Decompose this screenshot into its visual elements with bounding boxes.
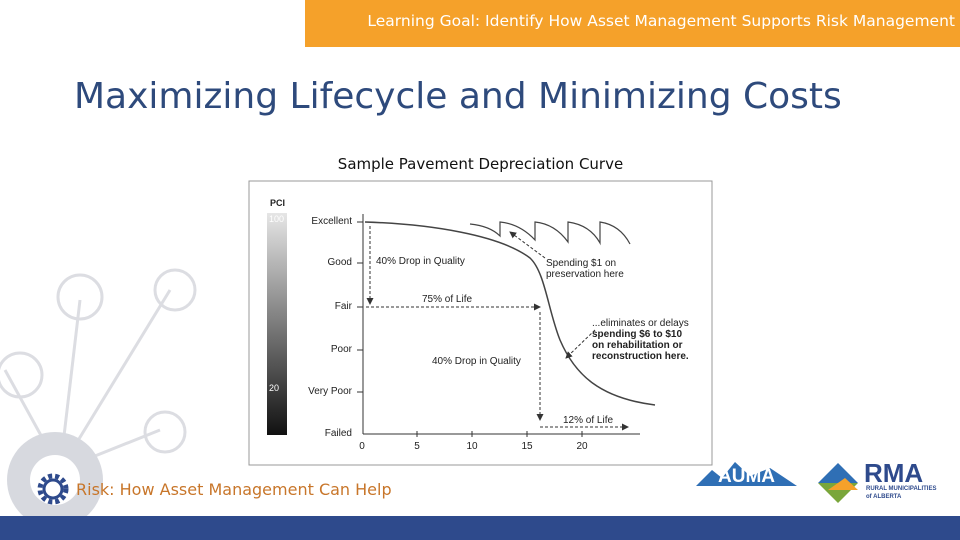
- annotation: 12% of Life: [563, 415, 614, 426]
- x-tick-label: 5: [414, 441, 420, 452]
- rma-logo-mark: [818, 463, 858, 503]
- auma-mountains: [696, 462, 797, 486]
- figure-caption: Sample Pavement Depreciation Curve: [337, 155, 624, 173]
- figure-frame: [248, 180, 713, 466]
- condition-level: Fair: [334, 301, 352, 312]
- annotation: 40% Drop in Quality: [432, 356, 521, 367]
- condition-level: Good: [327, 257, 352, 268]
- section-title: Risk: How Asset Management Can Help: [76, 480, 392, 499]
- banner-bg: [305, 0, 960, 47]
- pci-bar: [267, 213, 287, 435]
- annotation: preservation here: [546, 269, 624, 280]
- pci-scale-label: 20: [269, 383, 280, 393]
- banner-text: Learning Goal: Identify How Asset Manage…: [367, 12, 955, 30]
- condition-level: Poor: [330, 344, 352, 355]
- x-tick-label: 10: [466, 441, 478, 452]
- annotation: ...eliminates or delays: [592, 318, 689, 329]
- annotation: on rehabilitation or: [592, 340, 683, 351]
- axes: [357, 214, 640, 437]
- guide-arrows: [366, 226, 629, 431]
- annotation: 40% Drop in Quality: [376, 256, 465, 267]
- gear-icon: [37, 473, 69, 505]
- annotation: Spending $1 on: [546, 258, 617, 269]
- annotation: spending $6 to $10: [592, 329, 683, 340]
- slide-title: Maximizing Lifecycle and Minimizing Cost…: [74, 76, 842, 117]
- footer-bar: [0, 516, 960, 540]
- x-tick-label: 20: [576, 441, 588, 452]
- annotation: reconstruction here.: [592, 351, 689, 362]
- rma-logo: RMA: [864, 458, 924, 488]
- rma-subtitle: of ALBERTA: [866, 494, 902, 500]
- pci-scale-label: 100: [269, 214, 285, 224]
- auma-logo: AUMA: [718, 466, 775, 487]
- x-tick-label: 15: [521, 441, 533, 452]
- condition-level: Failed: [324, 428, 352, 439]
- depreciation-curve: [364, 221, 656, 406]
- pci-title: PCI: [270, 198, 286, 208]
- rma-subtitle: RURAL MUNICIPALITIES: [866, 486, 937, 492]
- condition-level: Very Poor: [308, 386, 352, 397]
- condition-level: Excellent: [311, 216, 352, 227]
- preservation-curves: [469, 221, 631, 246]
- x-tick-label: 0: [359, 441, 365, 452]
- annotation: 75% of Life: [422, 294, 473, 305]
